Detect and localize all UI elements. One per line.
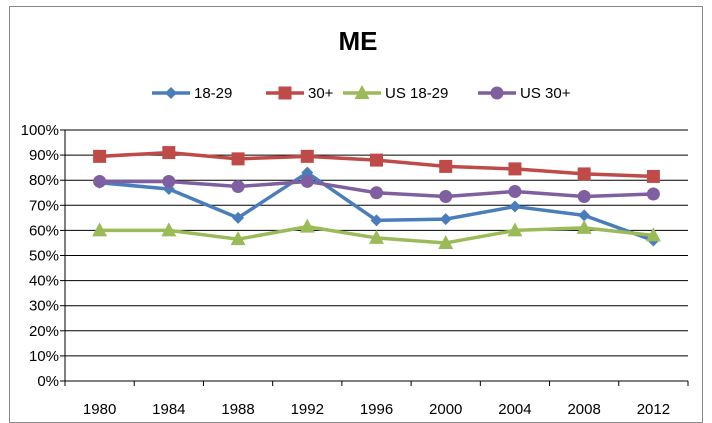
point-marker	[300, 174, 314, 188]
y-tick-label: 0%	[37, 373, 59, 390]
x-tick-label: 2008	[567, 401, 600, 418]
y-axis-ticks: 0% 10% 20% 30% 40% 50% 60% 70% 80% 90% 100%	[21, 122, 65, 390]
point-marker	[369, 229, 384, 244]
point-marker	[230, 231, 246, 246]
legend-item: US 30+	[478, 85, 571, 102]
x-tick-label: 1996	[360, 401, 393, 418]
point-marker	[577, 167, 591, 181]
y-tick-label: 50%	[29, 248, 59, 265]
point-marker	[490, 86, 504, 100]
legend-label: US 18-29	[385, 85, 448, 102]
x-tick-label: 1980	[83, 401, 116, 418]
x-tick-label: 1992	[291, 401, 324, 418]
point-marker	[576, 219, 592, 234]
point-marker	[162, 146, 176, 160]
point-marker	[578, 209, 591, 222]
point-marker	[93, 149, 107, 163]
point-marker	[439, 213, 452, 226]
legend-label: 30+	[308, 85, 334, 102]
y-tick-label: 90%	[29, 147, 59, 164]
point-marker	[299, 218, 315, 233]
point-marker	[507, 222, 523, 237]
y-tick-label: 100%	[21, 122, 59, 139]
point-marker	[508, 184, 522, 198]
legend-item: 18-29	[152, 85, 232, 102]
point-marker	[577, 190, 591, 204]
point-marker	[162, 174, 176, 188]
point-marker	[508, 162, 522, 176]
series-30-	[93, 146, 660, 183]
point-marker	[301, 166, 314, 179]
x-tick-label: 2012	[637, 401, 670, 418]
x-tick-label: 2004	[498, 401, 531, 418]
legend-label: US 30+	[520, 85, 571, 102]
point-marker	[645, 227, 661, 242]
chart-title: ME	[339, 26, 378, 56]
point-marker	[370, 153, 383, 167]
y-tick-label: 40%	[29, 273, 59, 290]
x-tick-label: 1988	[221, 401, 254, 418]
x-tick-label: 2000	[429, 401, 462, 418]
point-marker	[370, 186, 383, 200]
point-marker	[508, 200, 521, 213]
point-marker	[231, 152, 245, 166]
point-marker	[438, 234, 454, 249]
point-marker	[439, 159, 453, 173]
point-marker	[646, 187, 660, 201]
point-marker	[439, 190, 453, 204]
point-marker	[354, 85, 370, 99]
y-tick-label: 80%	[29, 172, 59, 189]
point-marker	[92, 222, 108, 237]
point-marker	[278, 86, 292, 100]
x-axis-ticks: 1980 1984 1988 1992 1996 2000 2004 2008 2012	[64, 381, 689, 418]
legend-item: US 18-29	[343, 85, 448, 102]
x-tick-label: 1984	[152, 401, 185, 418]
legend-label: 18-29	[194, 85, 232, 102]
point-marker	[370, 214, 383, 227]
point-marker	[646, 169, 660, 183]
y-tick-label: 20%	[29, 323, 59, 340]
point-marker	[161, 222, 177, 237]
series-us-18-29	[92, 218, 661, 249]
legend: 18-29 30+ US 18-29 US 30+	[152, 85, 571, 102]
point-marker	[300, 149, 314, 163]
series-us-30-	[93, 174, 660, 204]
point-marker	[93, 174, 107, 188]
point-marker	[165, 87, 177, 99]
point-marker	[231, 179, 245, 193]
y-tick-label: 10%	[29, 348, 59, 365]
series-group	[92, 146, 661, 249]
point-marker	[232, 211, 245, 224]
y-tick-label: 70%	[29, 197, 59, 214]
y-tick-label: 60%	[29, 222, 59, 239]
y-tick-label: 30%	[29, 298, 59, 315]
legend-item: 30+	[266, 85, 334, 102]
